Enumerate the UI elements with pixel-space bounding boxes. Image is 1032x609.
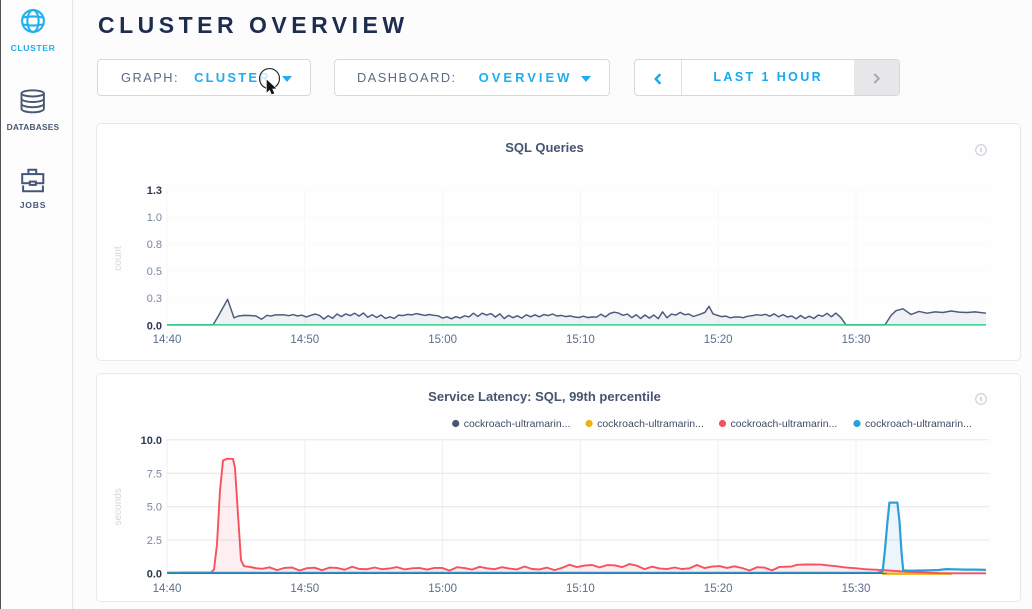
svg-text:cockroach-ultramarin...: cockroach-ultramarin... [464,418,571,430]
svg-text:cockroach-ultramarin...: cockroach-ultramarin... [597,418,704,430]
svg-text:7.5: 7.5 [147,468,162,480]
svg-text:14:50: 14:50 [290,583,319,595]
svg-text:15:00: 15:00 [428,583,457,595]
svg-text:15:20: 15:20 [704,334,733,346]
svg-text:0.0: 0.0 [147,568,162,580]
svg-text:1.3: 1.3 [147,184,162,196]
svg-text:0.5: 0.5 [147,266,162,278]
svg-text:15:20: 15:20 [704,583,733,595]
svg-text:5.0: 5.0 [147,501,162,513]
svg-text:15:30: 15:30 [842,583,871,595]
svg-text:1.0: 1.0 [147,211,162,223]
svg-text:0.8: 0.8 [147,239,162,251]
svg-text:14:40: 14:40 [153,583,182,595]
svg-text:seconds: seconds [113,488,124,525]
svg-text:0.0: 0.0 [147,320,162,332]
svg-text:14:40: 14:40 [153,334,182,346]
svg-text:15:10: 15:10 [566,334,595,346]
svg-text:2.5: 2.5 [147,535,162,547]
svg-text:count: count [113,246,124,271]
svg-text:15:30: 15:30 [842,334,871,346]
svg-text:10.0: 10.0 [141,434,162,446]
svg-text:15:00: 15:00 [428,334,457,346]
svg-text:14:50: 14:50 [290,334,319,346]
svg-text:cockroach-ultramarin...: cockroach-ultramarin... [731,418,838,430]
svg-text:cockroach-ultramarin...: cockroach-ultramarin... [865,418,972,430]
svg-text:15:10: 15:10 [566,583,595,595]
svg-text:0.3: 0.3 [147,293,162,305]
